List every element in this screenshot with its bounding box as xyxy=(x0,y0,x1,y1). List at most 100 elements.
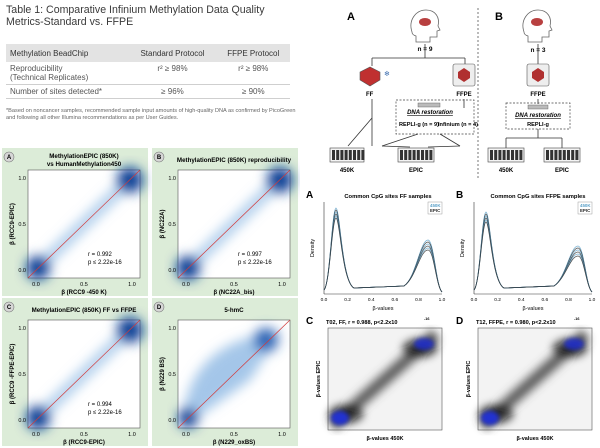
table-row: Reproducibility (Technical Replicates) r²… xyxy=(6,62,290,85)
legend-item: EPIC xyxy=(580,208,591,213)
y-axis-label: β (N229 BS) xyxy=(160,357,166,391)
x-tick-label: 1.0 xyxy=(278,282,286,288)
x-tick-label: 1.0 xyxy=(589,297,596,303)
chip-stripe xyxy=(421,150,424,160)
panel-title: MethylationEPIC (850K) FF vs FFPE xyxy=(32,307,137,314)
identity-line xyxy=(27,169,141,279)
panel-title: MethylationEPIC (850K) xyxy=(49,153,118,160)
sample-count-b: n = 3 xyxy=(531,47,546,54)
table-cell: ≥ 90% xyxy=(216,84,290,99)
y-tick-label: 0.5 xyxy=(18,372,26,378)
core-point xyxy=(414,338,434,350)
y-tick-label: 0.0 xyxy=(18,418,26,424)
chip-stripe xyxy=(361,150,365,160)
chip-450k-icon xyxy=(487,147,525,163)
stat-r: r = 0.997 xyxy=(238,252,263,258)
density-curve xyxy=(473,219,593,293)
panel-letter-badge xyxy=(153,151,165,163)
x-tick-label: 0.0 xyxy=(32,432,40,438)
identity-line xyxy=(177,319,291,429)
panel-title: T02, FF, r = 0.988, p<2.2x10 xyxy=(326,320,398,326)
x-tick-label: 0.5 xyxy=(80,432,88,438)
x-tick-label: 1.0 xyxy=(128,432,136,438)
chip-stripe xyxy=(344,150,348,160)
table-title: Table 1: Comparative Infinium Methylatio… xyxy=(6,4,265,28)
panel-letter: A xyxy=(306,190,313,201)
chip-stripe xyxy=(562,150,566,160)
sample-count-a: n = 9 xyxy=(418,46,433,53)
chip-450k-icon xyxy=(329,147,365,163)
chip-450k-label-b: 450K xyxy=(499,168,514,174)
panel-letter: B xyxy=(157,155,162,161)
density-curve xyxy=(323,215,443,293)
chip-stripe xyxy=(575,150,579,160)
chip-stripe xyxy=(353,150,356,160)
x-axis-label: β-values xyxy=(523,306,544,312)
chip-epic-label-b: EPIC xyxy=(555,168,570,174)
comparison-table: Methylation BeadChip Standard Protocol F… xyxy=(6,44,290,99)
smooth-panel: C T02, FF, r = 0.988, p<2.2x10 -16 β-values… xyxy=(306,316,443,442)
chip-stripe xyxy=(567,150,570,160)
panel-letter: D xyxy=(456,316,463,327)
stat-p: p ≤ 2.22e-16 xyxy=(238,260,272,266)
chip-stripe xyxy=(416,150,420,160)
smooth-panel: D T12, FFPE, r = 0.980, p<2.2x10 -16 β-valu… xyxy=(456,316,593,442)
dna-restoration-label: DNA restoration xyxy=(515,113,561,119)
x-axis-label: β (N229_oxBS) xyxy=(213,440,255,446)
chip-stripe xyxy=(494,150,498,160)
core-point xyxy=(331,411,349,425)
chip-stripe xyxy=(348,150,352,160)
restoration-box xyxy=(395,99,475,135)
chip-stripe xyxy=(357,150,361,160)
core-point xyxy=(481,411,499,425)
chip-stripe xyxy=(511,150,514,160)
y-tick-label: 0.0 xyxy=(18,268,26,274)
table-header: Methylation BeadChip xyxy=(6,44,129,62)
scatter-panel: B MethylationEPIC (850K) reproducibility 0… xyxy=(152,148,298,296)
x-tick-label: 0.5 xyxy=(230,282,238,288)
ff-sample-icon: ❄ xyxy=(359,66,390,87)
chip-stripe xyxy=(550,150,554,160)
table-header-row: Methylation BeadChip Standard Protocol F… xyxy=(6,44,290,62)
y-tick-label: 0.0 xyxy=(168,418,176,424)
head-icon xyxy=(522,9,553,43)
identity-line xyxy=(27,319,141,429)
density-core xyxy=(481,338,584,425)
panel-letter: B xyxy=(456,190,463,201)
legend-box xyxy=(577,201,593,215)
y-tick-label: 0.5 xyxy=(18,222,26,228)
table-header: FFPE Protocol xyxy=(216,44,290,62)
restoration-box xyxy=(505,102,571,130)
panel-title: Common CpG sites FF samples xyxy=(344,194,431,200)
repli-g-label-b: REPLI-g xyxy=(527,122,549,128)
x-tick-label: 0.2 xyxy=(344,297,351,303)
x-tick-label: 0.2 xyxy=(494,297,501,303)
panel-letter: C xyxy=(7,305,12,311)
density-curve xyxy=(473,213,593,293)
infinium-label: Infinium (n = 4) xyxy=(438,122,478,128)
panel-title: 5-hmC xyxy=(224,307,244,314)
chip-epic-icon xyxy=(397,147,435,163)
legend-box xyxy=(427,201,443,215)
chip-stripe xyxy=(498,150,502,160)
smooth-scatter-figure: C T02, FF, r = 0.988, p<2.2x10 -16 β-values… xyxy=(306,316,593,442)
panel-subtitle: vs HumanMethylation450 xyxy=(47,161,122,168)
y-tick-label: 1.0 xyxy=(18,176,26,182)
y-tick-label: 0.5 xyxy=(168,222,176,228)
chip-450k-label-a: 450K xyxy=(340,168,355,174)
table-cell: r² ≥ 98% xyxy=(216,62,290,85)
legend-item: EPIC xyxy=(430,208,441,213)
chip-stripe xyxy=(425,150,429,160)
table-cell: ≥ 96% xyxy=(128,84,217,99)
x-tick-label: 1.0 xyxy=(128,282,136,288)
x-tick-label: 1.0 xyxy=(278,432,286,438)
x-tick-label: 0.4 xyxy=(368,297,375,303)
scatter-panel: C MethylationEPIC (850K) FF vs FFPE 0.0 0.5… xyxy=(2,298,148,446)
y-axis-label: Density xyxy=(460,239,466,258)
x-axis-label: β-values 450K xyxy=(517,436,554,442)
ffpe-sample-icon xyxy=(526,63,550,87)
table-cell: r² ≥ 98% xyxy=(128,62,217,85)
density-core xyxy=(331,338,434,425)
x-axis-label: β (NC22A_bis) xyxy=(213,290,254,296)
y-tick-label: 0.0 xyxy=(168,268,176,274)
